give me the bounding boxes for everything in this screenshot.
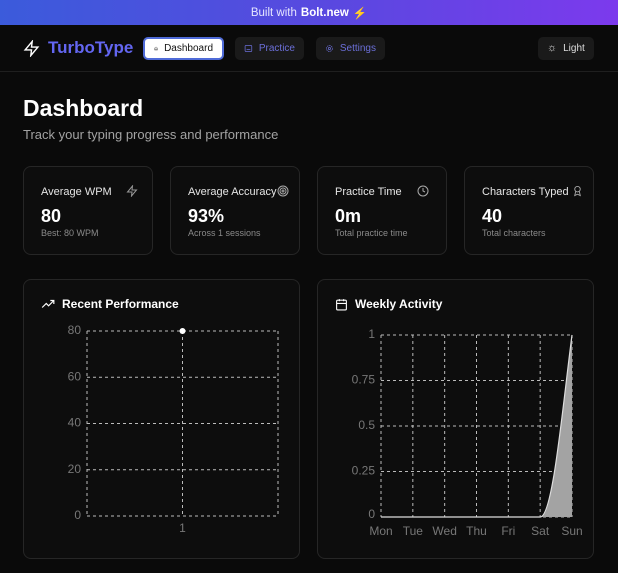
activity-area bbox=[381, 335, 572, 517]
stat-title: Average WPM bbox=[41, 186, 112, 198]
bolt-banner[interactable]: Built with Bolt.new ⚡ bbox=[0, 0, 618, 25]
x-tick-label: Wed bbox=[432, 524, 456, 538]
stat-title: Practice Time bbox=[335, 186, 402, 198]
stat-detail: Total characters bbox=[482, 228, 546, 238]
nav-dashboard[interactable]: Dashboard bbox=[143, 36, 224, 60]
award-icon bbox=[572, 184, 583, 202]
data-point bbox=[179, 328, 186, 334]
page-title: Dashboard bbox=[23, 95, 144, 121]
clock-icon bbox=[417, 184, 429, 202]
page-subtitle: Track your typing progress and performan… bbox=[23, 127, 279, 142]
zap-icon bbox=[23, 39, 40, 57]
y-tick-label: 0 bbox=[74, 508, 81, 522]
x-tick-label: 1 bbox=[179, 521, 186, 535]
stat-value: 80 bbox=[41, 206, 62, 226]
y-tick-label: 0.75 bbox=[352, 373, 376, 387]
x-tick-label: Mon bbox=[369, 524, 392, 538]
theme-toggle-label: Light bbox=[563, 42, 585, 54]
logo[interactable]: TurboType bbox=[23, 38, 133, 58]
y-tick-label: 0 bbox=[368, 507, 375, 521]
theme-toggle-button[interactable]: ☼ Light bbox=[538, 36, 594, 60]
y-tick-label: 60 bbox=[68, 369, 82, 383]
nav-practice-label: Practice bbox=[258, 42, 295, 54]
nav-settings-label: Settings bbox=[339, 42, 376, 54]
stat-card-accuracy: Average Accuracy 93% Across 1 sessions bbox=[170, 166, 300, 255]
bolt-icon: ⚡ bbox=[352, 7, 368, 20]
trending-up-icon bbox=[41, 299, 55, 308]
y-tick-label: 80 bbox=[68, 323, 82, 337]
target-icon bbox=[277, 184, 289, 202]
activity-line bbox=[381, 334, 573, 518]
bolt-icon bbox=[126, 184, 138, 202]
stat-value: 40 bbox=[482, 206, 503, 226]
y-tick-label: 0.5 bbox=[358, 418, 375, 432]
nav-practice[interactable]: Practice bbox=[235, 36, 304, 60]
stat-card-wpm: Average WPM 80 Best: 80 WPM bbox=[23, 166, 153, 255]
stat-value: 93% bbox=[188, 206, 225, 226]
nav-dashboard-label: Dashboard bbox=[164, 42, 213, 54]
keyboard-icon bbox=[244, 44, 253, 52]
gear-icon bbox=[326, 44, 333, 52]
nav-settings[interactable]: Settings bbox=[316, 36, 385, 60]
y-tick-label: 20 bbox=[68, 462, 82, 476]
banner-prefix: Built with bbox=[250, 6, 297, 19]
x-tick-label: Tue bbox=[403, 524, 424, 538]
panel-title: Weekly Activity bbox=[355, 297, 443, 311]
y-tick-label: 1 bbox=[368, 327, 375, 341]
x-tick-label: Sun bbox=[561, 524, 582, 538]
stat-card-practice-time: Practice Time 0m Total practice time bbox=[317, 166, 447, 255]
x-tick-label: Sat bbox=[531, 524, 550, 538]
stat-detail: Across 1 sessions bbox=[188, 228, 261, 238]
calendar-icon bbox=[336, 298, 347, 310]
panel-title: Recent Performance bbox=[62, 297, 179, 311]
recent-performance-panel: Recent Performance bbox=[23, 279, 300, 559]
y-tick-label: 0.25 bbox=[352, 464, 376, 478]
x-tick-label: Thu bbox=[466, 524, 487, 538]
stat-detail: Total practice time bbox=[335, 228, 408, 238]
logo-text: TurboType bbox=[48, 38, 134, 57]
stat-title: Average Accuracy bbox=[188, 186, 277, 198]
top-nav: TurboType Dashboard Practice Settings ☼ … bbox=[0, 25, 618, 72]
sun-icon: ☼ bbox=[547, 42, 558, 54]
stat-title: Characters Typed bbox=[482, 186, 569, 198]
stat-value: 0m bbox=[335, 206, 362, 226]
stat-detail: Best: 80 WPM bbox=[41, 228, 99, 238]
home-icon bbox=[154, 46, 158, 50]
y-tick-label: 40 bbox=[68, 416, 82, 430]
stat-card-characters: Characters Typed 40 Total characters bbox=[464, 166, 594, 255]
banner-brand: Bolt.new bbox=[300, 6, 349, 19]
x-tick-label: Fri bbox=[501, 524, 515, 538]
